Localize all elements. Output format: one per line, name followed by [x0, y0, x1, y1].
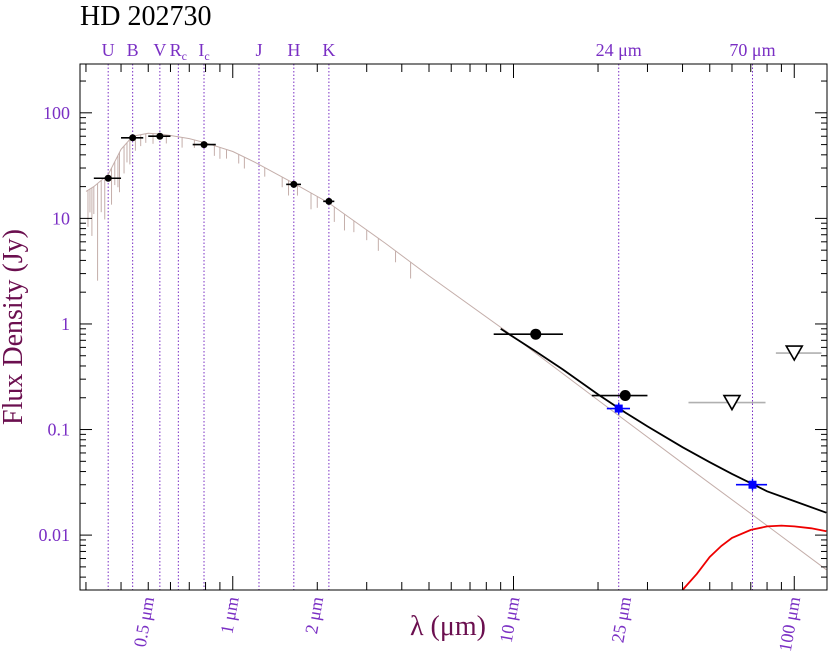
y-tick-label: 10	[52, 208, 70, 228]
x-tick-label: 1 μm	[217, 595, 243, 635]
model-curves	[85, 132, 827, 591]
y-tick-label: 0.1	[48, 420, 71, 440]
band-label-subscript: c	[204, 49, 209, 63]
data-point	[619, 390, 631, 402]
data-point	[290, 180, 298, 188]
data-point	[156, 132, 164, 140]
band-label-subscript: c	[182, 49, 187, 63]
band-label: J	[255, 40, 262, 60]
band-label: B	[127, 40, 139, 60]
photometry-points	[93, 132, 822, 491]
plot-frame	[79, 63, 828, 591]
data-point	[104, 174, 112, 182]
y-tick-label: 100	[43, 103, 70, 123]
band-label: Ic	[198, 40, 209, 63]
data-point	[129, 134, 137, 142]
total-model-curve	[500, 328, 827, 514]
x-tick-label: 10 μm	[496, 595, 524, 644]
axes: 100 10 1 0.1 0.01 0.5 μm 1 μm 2 μm 10 μm 25 μm 100…	[39, 63, 828, 653]
y-tick-label: 0.01	[39, 525, 71, 545]
band-label: Rc	[170, 40, 187, 63]
x-axis-label: λ (μm)	[410, 611, 486, 642]
band-label: H	[287, 40, 300, 60]
upper-limit-point	[722, 394, 742, 412]
y-axis-label: Flux Density (Jy)	[0, 229, 29, 425]
x-tick-label: 0.5 μm	[130, 595, 158, 648]
band-markers: U B V Rc Ic J H K 24 μm 70 μm	[102, 40, 776, 590]
band-label: 70 μm	[729, 40, 775, 60]
band-label: V	[153, 40, 166, 60]
photosphere-model-spectrum-curve	[85, 132, 827, 571]
upper-limit-point	[784, 345, 804, 362]
x-tick-label: 2 μm	[301, 595, 327, 635]
band-label: 24 μm	[596, 40, 642, 60]
data-point	[200, 141, 208, 149]
band-label: K	[322, 40, 335, 60]
y-tick-label: 1	[61, 314, 70, 334]
x-tick-label: 100 μm	[775, 595, 804, 653]
data-point	[530, 328, 542, 340]
chart-title: HD 202730	[80, 1, 211, 32]
band-label: U	[102, 40, 115, 60]
dust-excess-blackbody-curve	[681, 524, 827, 591]
data-point	[325, 197, 333, 205]
x-tick-label: 25 μm	[607, 595, 635, 644]
